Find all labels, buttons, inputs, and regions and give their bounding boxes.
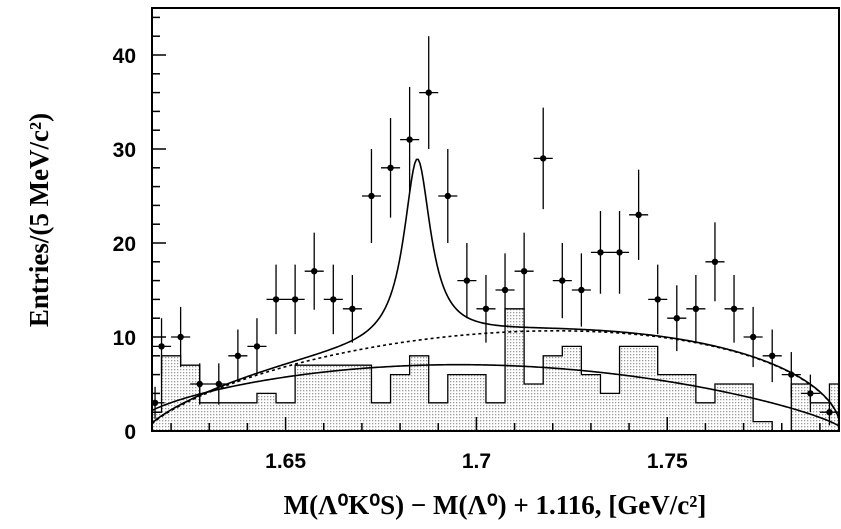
- y-axis-label: Entries/(5 MeV/c²): [24, 113, 54, 327]
- plot-frame: [151, 7, 840, 432]
- histogram-bar: [333, 365, 353, 431]
- x-axis-label: M(Λ⁰K⁰S) − M(Λ⁰) + 1.116, [GeV/c²]: [284, 490, 707, 520]
- data-point: [686, 274, 706, 343]
- data-point: [667, 285, 687, 352]
- data-point: [457, 243, 477, 319]
- data-point: [819, 399, 839, 426]
- data-point: [419, 36, 439, 149]
- data-point: [400, 86, 420, 193]
- histogram-bar: [619, 346, 639, 431]
- histogram-bar: [753, 421, 773, 431]
- histogram-bar: [428, 402, 448, 431]
- y-tick-label: 0: [124, 421, 136, 444]
- y-tick-label: 20: [113, 233, 136, 256]
- data-point: [495, 253, 515, 327]
- data-point: [571, 253, 591, 327]
- data-point: [590, 211, 610, 294]
- data-point: [342, 274, 362, 343]
- histogram-bar: [237, 402, 257, 431]
- data-point: [152, 318, 172, 375]
- data-point: [151, 386, 165, 419]
- data-point: [361, 149, 381, 243]
- data-point: [266, 264, 286, 335]
- histogram-bar: [600, 393, 620, 431]
- data-point: [438, 149, 458, 243]
- data-point: [476, 274, 496, 343]
- histogram-bar: [466, 374, 486, 431]
- data-point: [724, 274, 744, 343]
- data-point: [800, 374, 820, 413]
- fit-curves: [151, 158, 840, 427]
- tick-labels: 1.65 1.7 1.75 0 10 20 30 40: [113, 45, 688, 473]
- data-point: [743, 306, 763, 368]
- background-histogram: [152, 308, 839, 432]
- histogram-bar: [638, 346, 658, 431]
- histogram-bar: [505, 308, 525, 431]
- histogram-bar: [390, 374, 410, 431]
- y-tick-label: 30: [113, 139, 136, 162]
- data-point: [190, 363, 210, 405]
- histogram-bar: [714, 384, 735, 431]
- y-tick-label: 40: [113, 45, 136, 68]
- histogram-bar: [581, 374, 601, 431]
- histogram-bar: [152, 412, 162, 431]
- histogram-bar: [161, 355, 181, 431]
- data-point: [209, 363, 229, 405]
- histogram-bar: [295, 365, 315, 431]
- histogram-bar: [256, 393, 277, 431]
- data-point: [514, 232, 534, 310]
- data-point: [705, 222, 725, 302]
- data-point: [285, 264, 305, 335]
- x-tick-label: 1.65: [265, 450, 306, 473]
- histogram-bar: [218, 402, 238, 431]
- data-point: [533, 107, 553, 210]
- histogram-bar: [180, 365, 200, 431]
- histogram-bar: [352, 365, 372, 431]
- data-point: [304, 232, 324, 310]
- background-fit-curve: [151, 363, 840, 427]
- histogram-bar: [276, 402, 296, 431]
- data-point: [762, 329, 782, 383]
- data-point: [228, 329, 248, 383]
- histogram-bar: [695, 402, 715, 431]
- data-points: [151, 36, 839, 426]
- histogram-bar: [371, 402, 391, 431]
- histogram-bar: [447, 374, 467, 431]
- histogram-bar: [791, 384, 811, 431]
- data-point: [610, 211, 630, 294]
- data-point: [247, 318, 267, 375]
- y-tick-label: 10: [113, 327, 136, 350]
- histogram-bar: [562, 346, 582, 431]
- histogram-bar: [657, 374, 677, 431]
- x-tick-label: 1.7: [462, 450, 491, 473]
- histogram-bar: [485, 402, 506, 431]
- data-point: [648, 264, 668, 335]
- histogram-bar: [409, 355, 429, 431]
- histogram-bar: [314, 365, 334, 431]
- histogram-bar: [543, 355, 563, 431]
- data-point: [381, 117, 401, 218]
- axis-ticks: [152, 16, 821, 432]
- histogram-bar: [676, 374, 696, 431]
- x-tick-label: 1.75: [647, 450, 688, 473]
- solid-fit-curve: [151, 158, 840, 424]
- data-point: [323, 264, 343, 335]
- data-point: [781, 352, 801, 398]
- data-point: [552, 243, 572, 319]
- data-point: [171, 306, 191, 368]
- data-point: [629, 169, 649, 260]
- histogram-bar: [524, 384, 544, 431]
- histogram-bar: [199, 402, 219, 431]
